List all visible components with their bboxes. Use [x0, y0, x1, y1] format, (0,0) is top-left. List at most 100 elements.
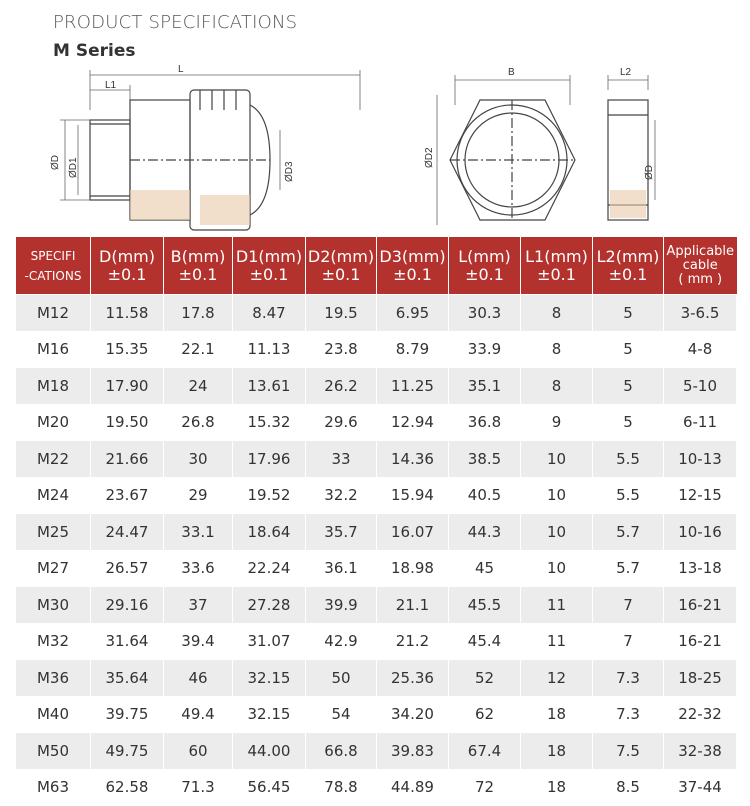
header-text: ±0.1 — [321, 264, 361, 284]
table-cell: 19.5 — [305, 294, 377, 332]
header-text: L2(mm) — [596, 246, 660, 266]
table-cell: 23.67 — [90, 476, 164, 514]
table-cell: M36 — [15, 659, 91, 697]
table-cell: 10 — [520, 440, 593, 478]
dim-label: B — [508, 67, 515, 78]
table-cell: 32.15 — [232, 695, 306, 733]
table-cell: 11.25 — [376, 367, 449, 405]
table-cell: 3-6.5 — [663, 294, 737, 332]
table-cell: 18.98 — [376, 549, 449, 587]
seal-hatch — [130, 190, 190, 220]
table-cell: 18 — [520, 695, 593, 733]
table-cell: 13-18 — [663, 549, 737, 587]
table-cell: 7.5 — [592, 732, 664, 770]
table-row: M40 39.75 49.4 32.15 54 34.20 62 18 7.3 22-32 — [15, 695, 737, 733]
table-row: M22 21.66 30 17.96 33 14.36 38.5 10 5.5 10-13 — [15, 440, 737, 478]
header-text: D1(mm) — [235, 246, 303, 266]
table-cell: 5.5 — [592, 476, 664, 514]
table-row: M27 26.57 33.6 22.24 36.1 18.98 45 10 5.7 13-18 — [15, 549, 737, 587]
table-cell: 54 — [305, 695, 377, 733]
header-cell: D(mm) ±0.1 — [90, 237, 164, 295]
table-cell: 24 — [163, 367, 233, 405]
table-cell: 32.2 — [305, 476, 377, 514]
table-cell: 17.90 — [90, 367, 164, 405]
header-cell: L1(mm) ±0.1 — [520, 237, 593, 295]
table-cell: 62 — [448, 695, 521, 733]
table-cell: 10 — [520, 476, 593, 514]
table-cell: 5 — [592, 294, 664, 332]
table-cell: 21.66 — [90, 440, 164, 478]
header-cell: Applicable cable( mm ) — [663, 237, 737, 295]
table-cell: 19.52 — [232, 476, 306, 514]
table-cell: 44.3 — [448, 513, 521, 551]
table-cell: 31.64 — [90, 622, 164, 660]
header-text: ±0.1 — [608, 264, 648, 284]
table-cell: M24 — [15, 476, 91, 514]
table-cell: 10 — [520, 549, 593, 587]
dim-label: L2 — [620, 67, 632, 78]
header-text: ±0.1 — [393, 264, 432, 284]
table-cell: 32.15 — [232, 659, 306, 697]
table-cell: 35.7 — [305, 513, 377, 551]
table-row: M24 23.67 29 19.52 32.2 15.94 40.5 10 5.5 12-15 — [15, 476, 737, 514]
table-cell: 49.4 — [163, 695, 233, 733]
table-cell: 25.36 — [376, 659, 449, 697]
dimension-lines — [60, 70, 656, 225]
table-cell: 45.5 — [448, 586, 521, 624]
table-row: M18 17.90 24 13.61 26.2 11.25 35.1 8 5 5-10 — [15, 367, 737, 405]
table-row: M12 11.58 17.8 8.47 19.5 6.95 30.3 8 5 3-6.5 — [15, 294, 737, 332]
header-text: D3(mm) — [379, 246, 446, 266]
table-cell: M30 — [15, 586, 91, 624]
table-cell: 9 — [520, 403, 593, 441]
dim-label: L1 — [105, 80, 117, 91]
table-cell: 52 — [448, 659, 521, 697]
table-cell: 5 — [592, 330, 664, 368]
header-text: ±0.1 — [249, 264, 289, 284]
seal-hatch — [200, 195, 250, 225]
table-cell: 8 — [520, 330, 593, 368]
table-cell: 29.6 — [305, 403, 377, 441]
header-text: L1(mm) — [525, 246, 588, 266]
table-cell: 18 — [520, 732, 593, 770]
dim-label: ØD2 — [424, 147, 435, 168]
table-cell: 31.07 — [232, 622, 306, 660]
header-text: cable — [682, 257, 718, 273]
table-cell: 16-21 — [663, 586, 737, 624]
table-cell: 42.9 — [305, 622, 377, 660]
header-text: Applicable — [666, 243, 735, 259]
table-cell: 22.1 — [163, 330, 233, 368]
table-cell: 5 — [592, 403, 664, 441]
table-cell: 26.2 — [305, 367, 377, 405]
table-cell: 30 — [163, 440, 233, 478]
table-cell: 10-13 — [663, 440, 737, 478]
table-body: M12 11.58 17.8 8.47 19.5 6.95 30.3 8 5 3-6.5 M16 15… — [15, 294, 737, 806]
table-cell: 30.3 — [448, 294, 521, 332]
table-cell: 21.1 — [376, 586, 449, 624]
table-cell: 39.75 — [90, 695, 164, 733]
table-cell: 8.5 — [592, 768, 664, 806]
table-cell: 35.1 — [448, 367, 521, 405]
diagram: L L1 ØD ØD1 ØD3 B ØD2 L2 ØD — [50, 64, 656, 231]
dim-label: L — [178, 64, 184, 75]
table-cell: 17.8 — [163, 294, 233, 332]
table-cell: 4-8 — [663, 330, 737, 368]
dim-label: ØD1 — [68, 157, 79, 178]
table-cell: 37-44 — [663, 768, 737, 806]
table-cell: 14.36 — [376, 440, 449, 478]
dim-label: ØD — [50, 155, 61, 170]
table-cell: 45 — [448, 549, 521, 587]
table-cell: 37 — [163, 586, 233, 624]
dim-label: ØD — [644, 165, 655, 180]
table-cell: 7.3 — [592, 659, 664, 697]
table-cell: 5-10 — [663, 367, 737, 405]
header-text: B(mm) — [170, 246, 226, 266]
seal-hatch — [610, 190, 646, 218]
table-cell: 66.8 — [305, 732, 377, 770]
table-cell: 5.5 — [592, 440, 664, 478]
table-cell: 11.13 — [232, 330, 306, 368]
table-cell: 16-21 — [663, 622, 737, 660]
table-cell: 12 — [520, 659, 593, 697]
table-cell: 8.79 — [376, 330, 449, 368]
table-cell: 27.28 — [232, 586, 306, 624]
